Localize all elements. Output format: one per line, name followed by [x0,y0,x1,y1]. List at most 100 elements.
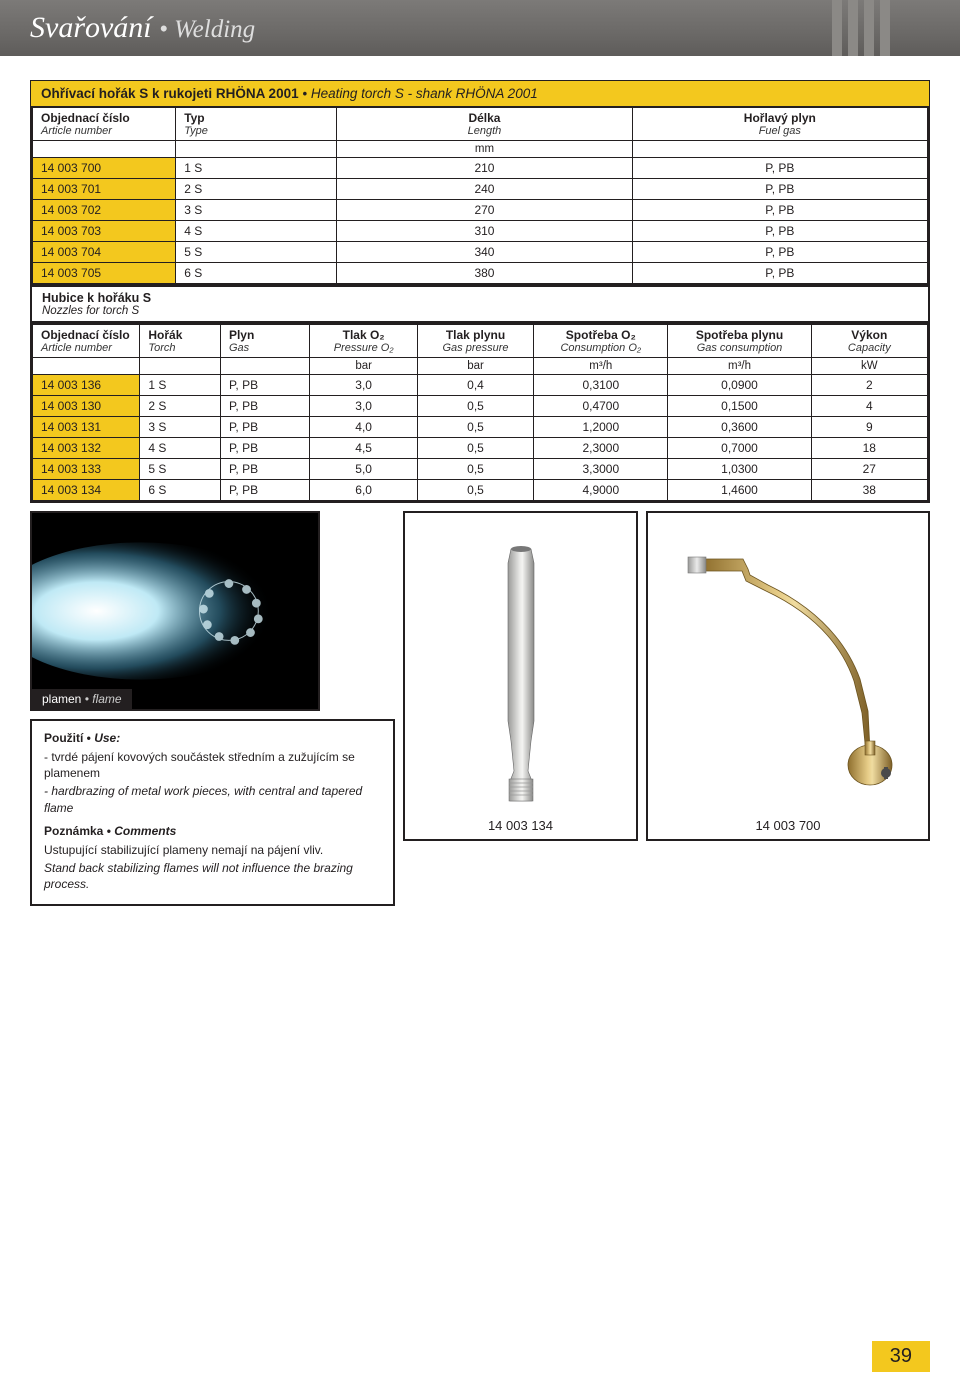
table2-cell: 14 003 131 [33,417,140,438]
table2-cell: 3,0 [310,396,417,417]
table2-unit: bar [310,358,417,375]
table2-header: HořákTorch [140,325,221,358]
use-block: Použití • Use: - tvrdé pájení kovových s… [30,719,395,906]
table1-cell: P, PB [632,242,927,263]
table2-cell: 0,4 [417,375,533,396]
table2-cell: P, PB [220,417,310,438]
table1-cell: 340 [337,242,632,263]
use-heading: Použití • Use: [44,731,381,745]
table2-cell: P, PB [220,459,310,480]
table2-cell: 4 [811,396,927,417]
table1-unit [176,141,337,158]
table2-header: Tlak O₂Pressure O₂ [310,325,417,358]
table2-cell: 6,0 [310,480,417,501]
lower-grid: plamen • flame Použití • Use: - tvrdé pá… [30,511,930,906]
table2-cell: 0,4700 [534,396,668,417]
table2-cell: 1,4600 [668,480,811,501]
table2-cell: P, PB [220,480,310,501]
table1-header: TypType [176,108,337,141]
use-line1-cs: - tvrdé pájení kovových součástek středn… [44,749,381,781]
use-line2-en: Stand back stabilizing flames will not i… [44,860,381,892]
table2-cell: 3,0 [310,375,417,396]
table2-cell: 38 [811,480,927,501]
table2-cell: 0,3100 [534,375,668,396]
table2-cell: 0,5 [417,417,533,438]
table1-cell: P, PB [632,200,927,221]
table2-cell: 3 S [140,417,221,438]
table2-row: 14 003 1335 SP, PB5,00,53,30001,030027 [33,459,928,480]
use-line1-en: - hardbrazing of metal work pieces, with… [44,783,381,815]
table2-cell: 14 003 133 [33,459,140,480]
table2-row: 14 003 1302 SP, PB3,00,50,47000,15004 [33,396,928,417]
table1-cell: 6 S [176,263,337,284]
flame-caption-en: flame [92,692,121,706]
nozzle-image: 14 003 134 [403,511,638,841]
table1-unit [33,141,176,158]
table1-cell: 240 [337,179,632,200]
table2-cell: 14 003 132 [33,438,140,459]
table2-cell: 3,3000 [534,459,668,480]
table1-row: 14 003 7034 S310P, PB [33,221,928,242]
use-line2-cs: Ustupující stabilizující plameny nemají … [44,842,381,858]
table2-row: 14 003 1361 SP, PB3,00,40,31000,09002 [33,375,928,396]
table2-unit [140,358,221,375]
header-title-cs: Svařování [30,11,152,44]
note-heading: Poznámka • Comments [44,824,381,838]
table1-cell: 14 003 702 [33,200,176,221]
table2-unit: bar [417,358,533,375]
table2-cell: 0,0900 [668,375,811,396]
table2-unit: m³/h [668,358,811,375]
flame-caption-cs: plamen [42,692,81,706]
table2-header: Objednací čísloArticle number [33,325,140,358]
page-header: Svařování • Welding [0,0,960,56]
table2-cell: 4,0 [310,417,417,438]
flame-image: plamen • flame [30,511,320,711]
table2-unit [33,358,140,375]
table1-cell: 14 003 703 [33,221,176,242]
table1-cell: 310 [337,221,632,242]
table2-cell: P, PB [220,396,310,417]
table2-cell: 0,3600 [668,417,811,438]
table1-row: 14 003 7001 S210P, PB [33,158,928,179]
table1-cell: 3 S [176,200,337,221]
table1-row: 14 003 7023 S270P, PB [33,200,928,221]
table1-wrap: Objednací čísloArticle numberTypTypeDélk… [30,106,930,286]
table2-header: VýkonCapacity [811,325,927,358]
table2: Objednací čísloArticle numberHořákTorchP… [32,324,928,501]
table1-header: DélkaLength [337,108,632,141]
torch-label: 14 003 700 [755,818,820,833]
table2-unit: kW [811,358,927,375]
table1-cell: P, PB [632,221,927,242]
table1-cell: 14 003 700 [33,158,176,179]
table2-cell: P, PB [220,438,310,459]
table2-unit [220,358,310,375]
table2-cell: 0,7000 [668,438,811,459]
table2-cell: 27 [811,459,927,480]
table2-cell: 1,0300 [668,459,811,480]
table2-row: 14 003 1324 SP, PB4,50,52,30000,700018 [33,438,928,459]
table2-cell: 18 [811,438,927,459]
table2-header: Tlak plynuGas pressure [417,325,533,358]
table1-unit [632,141,927,158]
table2-cell: 5 S [140,459,221,480]
table2-cell: 14 003 134 [33,480,140,501]
table2-cell: 1,2000 [534,417,668,438]
table2-cell: 14 003 130 [33,396,140,417]
table1-row: 14 003 7056 S380P, PB [33,263,928,284]
table2-row: 14 003 1346 SP, PB6,00,54,90001,460038 [33,480,928,501]
table2-cell: 4,5 [310,438,417,459]
table2-header: PlynGas [220,325,310,358]
table2-wrap: Objednací čísloArticle numberHořákTorchP… [30,323,930,503]
table2-cell: 2 S [140,396,221,417]
table1-cell: P, PB [632,158,927,179]
table1-header: Objednací čísloArticle number [33,108,176,141]
table1-cell: 5 S [176,242,337,263]
table2-cell: 0,1500 [668,396,811,417]
table2-cell: 4 S [140,438,221,459]
nozzle-label: 14 003 134 [488,818,553,833]
table1-cell: 4 S [176,221,337,242]
subsection-label: Hubice k hořáku S Nozzles for torch S [30,286,930,323]
section-title-en: Heating torch S - shank RHÖNA 2001 [311,86,538,101]
table1-row: 14 003 7012 S240P, PB [33,179,928,200]
table2-cell: 9 [811,417,927,438]
